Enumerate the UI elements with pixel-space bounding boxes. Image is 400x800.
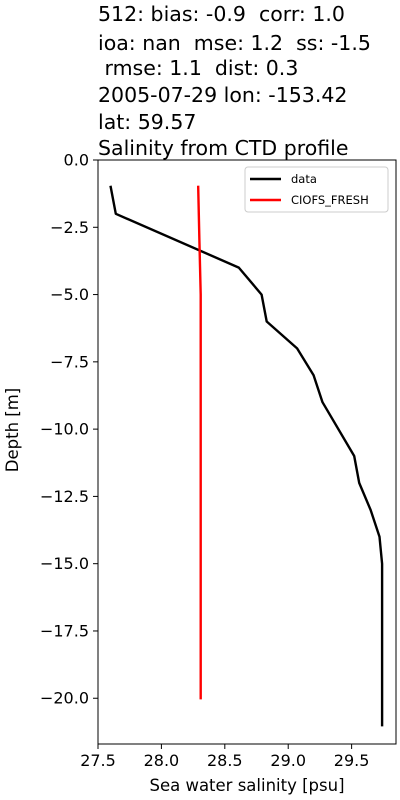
- series-line-data: [109, 185, 384, 727]
- x-tick-label: 29.0: [270, 751, 306, 770]
- y-tick-label: −7.5: [50, 352, 89, 371]
- x-tick-label: 29.5: [334, 751, 370, 770]
- title-line-4: 2005-07-29 lon: -153.42: [98, 83, 347, 107]
- x-tick-label: 27.5: [80, 751, 116, 770]
- y-tick-label: −2.5: [50, 218, 89, 237]
- x-axis-label: Sea water salinity [psu]: [149, 776, 344, 795]
- y-tick-label: −12.5: [40, 487, 89, 506]
- y-tick-label: −15.0: [40, 554, 89, 573]
- y-tick-label: −20.0: [40, 689, 89, 708]
- x-tick-label: 28.0: [144, 751, 180, 770]
- legend-label-data: data: [291, 172, 317, 186]
- legend-label-ciofs-fresh: CIOFS_FRESH: [291, 193, 369, 207]
- y-tick-label: 0.0: [64, 151, 89, 170]
- y-tick-label: −10.0: [40, 420, 89, 439]
- x-tick-label: 28.5: [207, 751, 243, 770]
- legend: data CIOFS_FRESH: [244, 166, 389, 213]
- y-tick-label: −17.5: [40, 621, 89, 640]
- title-line-3: rmse: 1.1 dist: 0.3: [98, 56, 298, 80]
- title-line-2: ioa: nan mse: 1.2 ss: -1.5: [98, 31, 371, 55]
- y-axis-label: Depth [m]: [3, 388, 22, 472]
- series-line-ciofs-fresh: [196, 185, 202, 700]
- axes: 27.5 28.0 28.5 29.0 29.5 0.0 −2.5 −5.0 −7.5 −10.0…: [40, 151, 397, 770]
- y-tick-label: −5.0: [50, 285, 89, 304]
- plot-frame: [97, 159, 397, 745]
- chart-title: Salinity from CTD profile: [98, 136, 348, 160]
- title-line-5: lat: 59.57: [98, 110, 196, 134]
- plot-area: [109, 185, 384, 727]
- title-line-1: 512: bias: -0.9 corr: 1.0: [98, 2, 345, 26]
- chart-title-block: 512: bias: -0.9 corr: 1.0 ioa: nan mse: …: [98, 2, 371, 160]
